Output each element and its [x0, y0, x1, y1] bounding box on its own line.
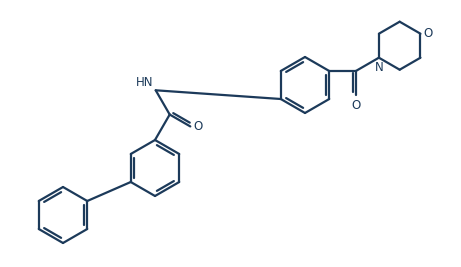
- Text: N: N: [374, 61, 383, 74]
- Text: O: O: [351, 99, 361, 112]
- Text: HN: HN: [136, 76, 154, 89]
- Text: O: O: [193, 120, 202, 133]
- Text: O: O: [424, 27, 433, 40]
